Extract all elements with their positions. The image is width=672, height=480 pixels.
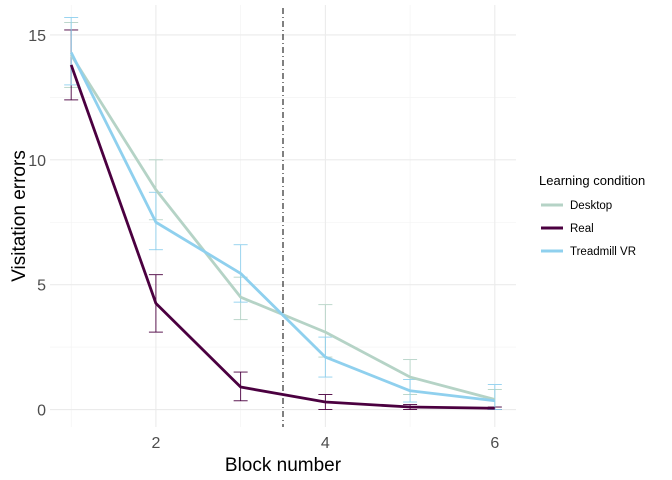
y-tick-label: 0	[37, 403, 46, 420]
x-tick-label: 2	[151, 435, 160, 452]
series-line	[69, 51, 495, 403]
legend: Learning condition Desktop Real Treadmill …	[539, 173, 645, 258]
y-tick-label: 10	[28, 153, 46, 170]
x-tick-label: 6	[490, 435, 499, 452]
series-lines	[69, 51, 496, 410]
grid	[50, 5, 516, 427]
x-tick-label: 4	[321, 435, 330, 452]
y-axis-title: Visitation errors	[9, 150, 30, 282]
legend-title: Learning condition	[539, 173, 645, 188]
legend-label: Real	[570, 223, 594, 235]
x-axis-title: Block number	[225, 455, 342, 476]
y-tick-label: 15	[28, 28, 46, 45]
legend-label: Treadmill VR	[570, 246, 636, 258]
y-tick-labels: 0 5 10 15	[28, 28, 46, 420]
series-line	[69, 64, 495, 410]
legend-label: Desktop	[570, 200, 612, 212]
y-tick-label: 5	[37, 278, 46, 295]
x-tick-labels: 2 4 6	[151, 435, 499, 452]
